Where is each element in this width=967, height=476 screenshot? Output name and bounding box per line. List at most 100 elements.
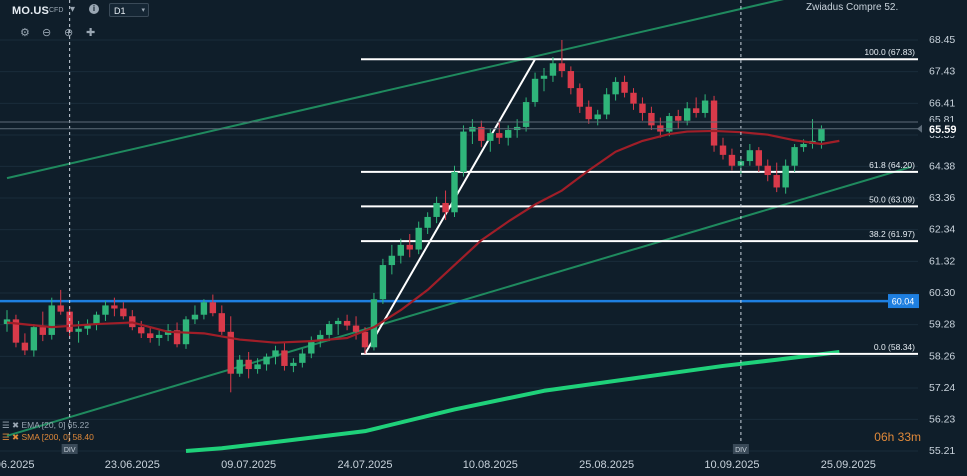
candle-body <box>773 175 780 188</box>
candle-body <box>272 350 279 357</box>
chevron-down-icon[interactable]: ▾ <box>70 4 76 15</box>
y-tick-label: 58.26 <box>929 350 955 362</box>
y-tick-label: 66.41 <box>929 97 955 109</box>
candle-body <box>746 150 754 162</box>
x-tick-label: 25.08.2025 <box>579 459 634 471</box>
current-price-tag-bg <box>922 121 967 136</box>
candle-body <box>84 324 91 329</box>
hline-price-tag <box>888 294 919 309</box>
candle-body <box>397 244 404 256</box>
candle-body <box>540 75 548 79</box>
candle-body <box>334 320 342 325</box>
candle-body <box>93 314 100 325</box>
candle-body <box>639 103 646 113</box>
candle-body <box>120 308 127 317</box>
candle-body <box>692 108 700 113</box>
dividend-badge <box>732 444 749 454</box>
settings-icon[interactable]: ☰ <box>2 420 10 430</box>
timeframe-select[interactable]: D1 ▾ <box>109 3 149 17</box>
candle-body <box>782 165 789 188</box>
fib-level-label: 38.2 (61.97) <box>869 229 915 239</box>
candle-body <box>728 154 736 166</box>
candle-body <box>406 244 413 250</box>
x-tick-label: 10.09.2025 <box>704 459 759 471</box>
remove-icon[interactable]: ✖ <box>12 432 20 442</box>
indicators-icon[interactable]: ⚙ <box>20 27 30 39</box>
fib-level-label: 50.0 (63.09) <box>869 194 915 204</box>
y-tick-label: 67.43 <box>929 66 955 78</box>
channel-line <box>6 0 785 180</box>
y-tick-label: 60.30 <box>929 287 955 299</box>
candle-body <box>576 88 583 107</box>
candle-body <box>218 313 225 332</box>
candle-body <box>209 302 217 314</box>
candle-body <box>710 100 718 146</box>
candle-body <box>75 328 82 332</box>
y-axis: 68.4567.4366.4165.3964.3863.3662.3461.32… <box>0 34 967 457</box>
y-tick-label: 62.34 <box>929 224 955 236</box>
fib-swing-line <box>364 58 536 355</box>
y-tick-label: 59.28 <box>929 319 955 331</box>
candle-body <box>684 108 691 121</box>
candle-body <box>424 216 431 228</box>
candle-body <box>147 333 154 339</box>
fib-level-label: 100.0 (67.83) <box>864 47 915 57</box>
candle-body <box>585 106 592 120</box>
sma-line <box>185 349 840 453</box>
candle-body <box>361 331 369 348</box>
candle-body <box>478 126 485 141</box>
candle-body <box>191 314 199 320</box>
candle-body <box>675 116 682 121</box>
settings-icon[interactable]: ☰ <box>2 432 10 442</box>
crosshair-icon[interactable]: ✚ <box>86 27 96 39</box>
candle-body <box>415 227 422 250</box>
candle-body <box>666 116 673 132</box>
top-right-annotation: Zwiadus Compre 52. <box>806 2 898 13</box>
ema-legend[interactable]: ☰ ✖ EMA [20, 0] 65.22 <box>2 420 90 430</box>
candle-body <box>531 78 539 103</box>
candle-body <box>612 81 619 95</box>
candle-body <box>317 334 324 342</box>
fib-level-label: 0.0 (58.34) <box>874 342 915 352</box>
candle-body <box>818 128 825 141</box>
symbol-label[interactable]: MO.US <box>12 5 50 17</box>
y-tick-label: 64.38 <box>929 160 955 172</box>
candle-body <box>245 359 252 370</box>
dividend-label: DIV <box>64 447 76 454</box>
candle-body <box>487 133 494 141</box>
candle-body <box>603 94 610 115</box>
candle-body <box>800 143 807 148</box>
candle-body <box>21 342 29 351</box>
candle-body <box>496 133 503 138</box>
x-tick-label: 09.07.2025 <box>221 459 276 471</box>
x-tick-label: 24.07.2025 <box>337 459 392 471</box>
x-tick-label: 23.06.2025 <box>105 459 160 471</box>
candle-body <box>102 305 109 315</box>
zoom-out-icon[interactable]: ⊖ <box>42 27 52 39</box>
info-icon[interactable]: i <box>89 4 99 14</box>
candle-body <box>57 305 64 312</box>
sma-legend[interactable]: ☰ ✖ SMA [200, 0] 58.40 <box>2 432 94 442</box>
dividend-badge <box>61 444 78 454</box>
candle-countdown: 06h 33m <box>874 430 921 444</box>
candle-body <box>66 311 73 332</box>
ema-path <box>6 129 840 344</box>
zoom-in-icon[interactable]: ⊕ <box>64 27 74 39</box>
candle-body <box>155 334 163 339</box>
candle-body <box>433 202 440 217</box>
candle-body <box>39 327 46 335</box>
x-tick-label: 10.08.2025 <box>463 459 518 471</box>
candle-body <box>719 145 727 155</box>
chevron-down-icon: ▾ <box>141 7 145 14</box>
instrument-type-label: CFD <box>49 7 64 14</box>
hline-price-label: 60.04 <box>892 297 915 307</box>
remove-icon[interactable]: ✖ <box>12 420 20 430</box>
candle-body <box>567 71 575 89</box>
dividend-label: DIV <box>735 447 747 454</box>
candle-body <box>48 305 55 335</box>
current-price-tag-arrow <box>917 124 922 133</box>
candle-body <box>352 325 360 332</box>
x-tick-label: 05.06.2025 <box>0 459 35 471</box>
